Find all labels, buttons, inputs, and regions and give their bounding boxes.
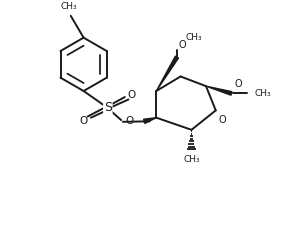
Text: O: O bbox=[219, 115, 226, 125]
Text: O: O bbox=[178, 40, 186, 50]
Text: CH₃: CH₃ bbox=[254, 89, 271, 98]
Text: CH₃: CH₃ bbox=[60, 2, 77, 12]
Polygon shape bbox=[156, 56, 178, 91]
Text: O: O bbox=[79, 116, 88, 126]
Text: O: O bbox=[235, 79, 242, 89]
Text: O: O bbox=[127, 90, 136, 100]
Polygon shape bbox=[144, 118, 156, 124]
Polygon shape bbox=[206, 86, 232, 95]
Text: S: S bbox=[104, 102, 112, 114]
Text: CH₃: CH₃ bbox=[183, 155, 200, 164]
Text: CH₃: CH₃ bbox=[185, 33, 202, 42]
Text: O: O bbox=[126, 116, 134, 126]
